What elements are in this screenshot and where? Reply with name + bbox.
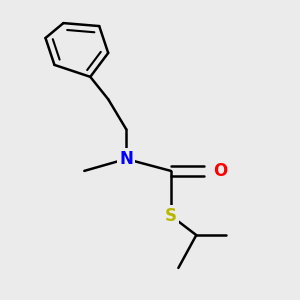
- Text: O: O: [213, 162, 227, 180]
- Text: N: N: [119, 150, 133, 168]
- Text: S: S: [165, 207, 177, 225]
